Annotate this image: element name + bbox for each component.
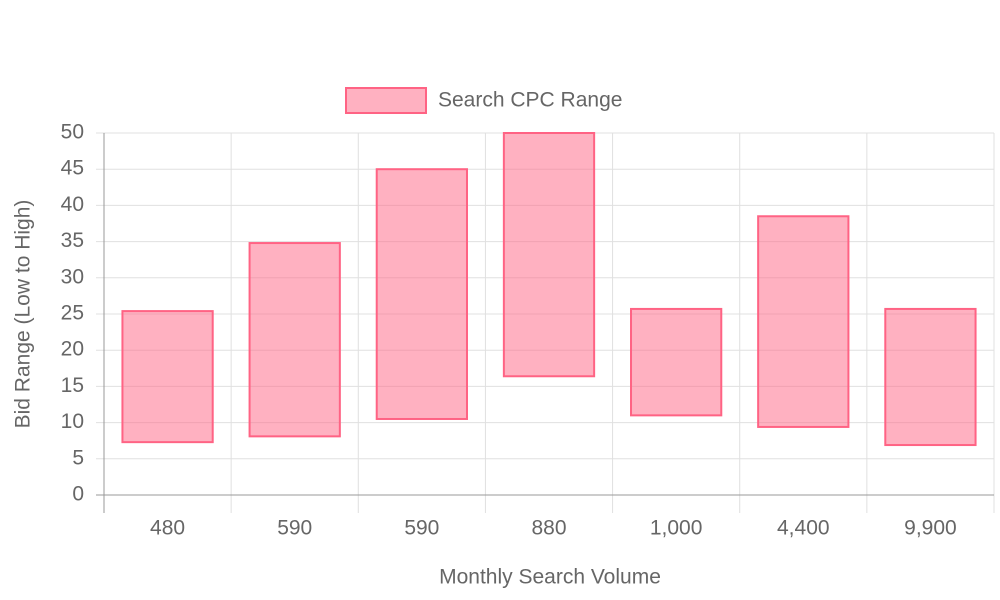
x-tick-label: 9,900 (904, 517, 957, 540)
bar (121, 310, 214, 444)
bar (630, 307, 723, 417)
bar (884, 307, 977, 447)
x-tick-label: 1,000 (650, 517, 703, 540)
y-tick-label: 45 (61, 157, 84, 180)
x-tick-label: 590 (277, 517, 312, 540)
y-tick-label: 0 (72, 483, 84, 506)
legend-swatch (345, 87, 427, 114)
x-tick-label: 480 (150, 517, 185, 540)
x-axis-title: Monthly Search Volume (439, 566, 661, 589)
y-tick-label: 20 (61, 338, 84, 361)
y-tick-label: 30 (61, 265, 84, 288)
y-tick-label: 35 (61, 229, 84, 252)
bar (248, 242, 341, 438)
x-tick-label: 880 (531, 517, 566, 540)
y-tick-label: 25 (61, 302, 84, 325)
bar (502, 132, 596, 378)
y-tick-label: 50 (61, 121, 84, 144)
bar (757, 215, 850, 428)
y-axis-title: Bid Range (Low to High) (12, 200, 35, 429)
y-tick-label: 15 (61, 374, 84, 397)
x-tick-label: 4,400 (777, 517, 830, 540)
y-tick-label: 10 (61, 410, 84, 433)
x-tick-label: 590 (404, 517, 439, 540)
bar (375, 168, 468, 420)
y-tick-label: 5 (72, 446, 84, 469)
y-tick-label: 40 (61, 193, 84, 216)
legend-label: Search CPC Range (438, 89, 622, 112)
